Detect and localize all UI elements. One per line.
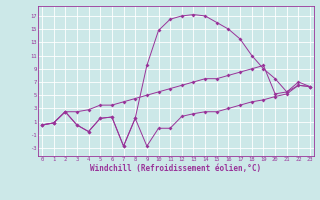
X-axis label: Windchill (Refroidissement éolien,°C): Windchill (Refroidissement éolien,°C) — [91, 164, 261, 173]
